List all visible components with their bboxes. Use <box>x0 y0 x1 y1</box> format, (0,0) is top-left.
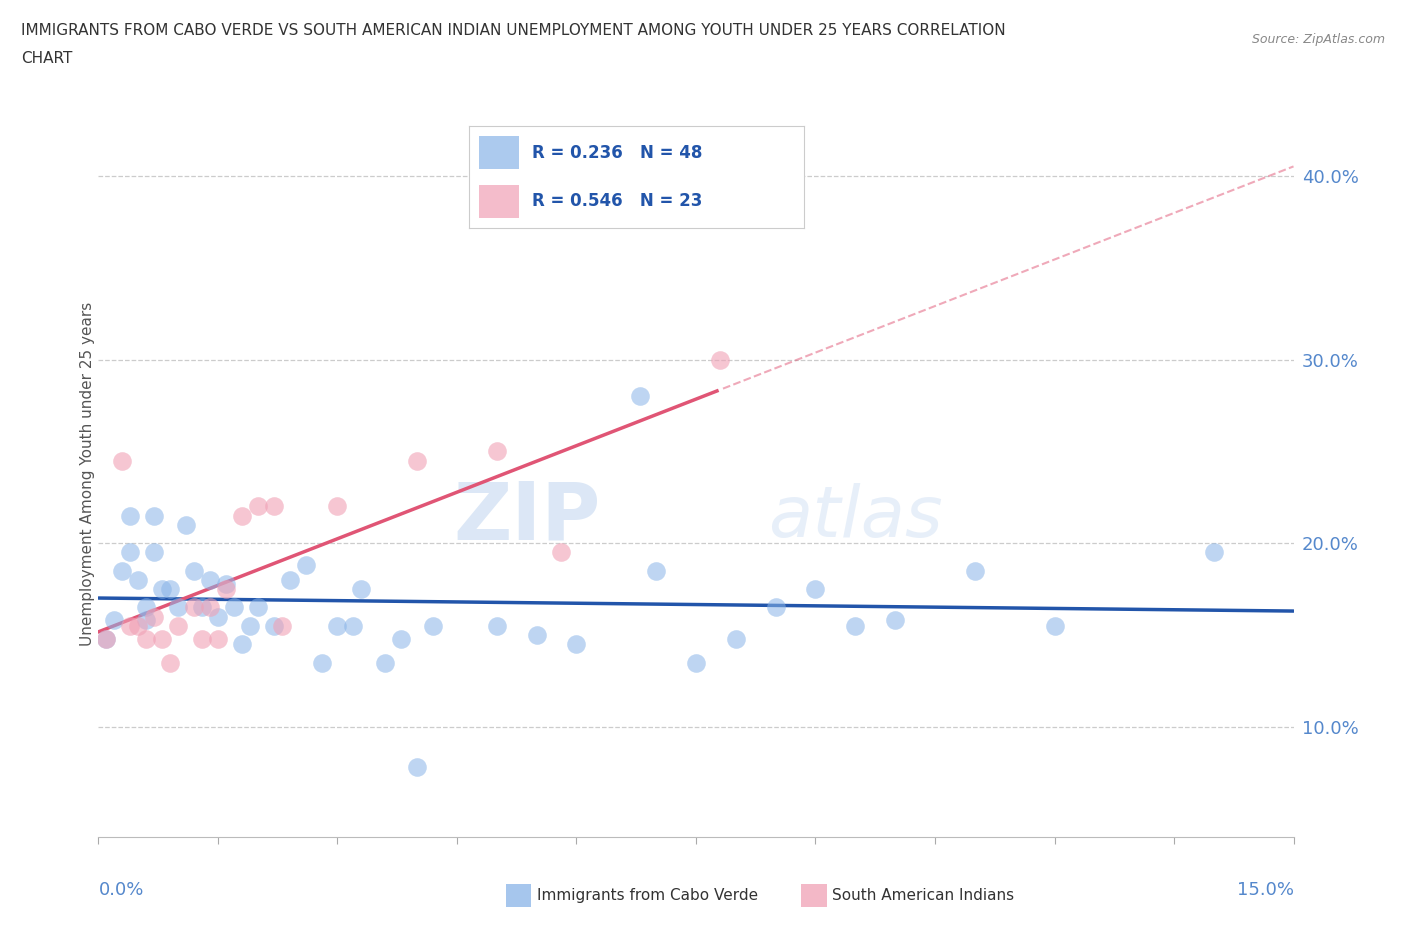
Point <box>326 499 349 514</box>
Y-axis label: Unemployment Among Youth under 25 years: Unemployment Among Youth under 25 years <box>80 302 94 646</box>
Point <box>628 389 651 404</box>
Point <box>406 453 429 468</box>
Text: Immigrants from Cabo Verde: Immigrants from Cabo Verde <box>537 887 758 903</box>
Point <box>191 631 214 646</box>
Point <box>150 581 173 596</box>
Point <box>685 655 707 670</box>
Point <box>278 573 301 588</box>
Point <box>246 499 269 514</box>
Point <box>270 618 292 633</box>
Point <box>485 444 508 458</box>
Point <box>724 631 747 646</box>
Point <box>143 545 166 560</box>
Point <box>406 760 429 775</box>
Point <box>526 628 548 643</box>
Text: Source: ZipAtlas.com: Source: ZipAtlas.com <box>1251 33 1385 46</box>
Point <box>135 631 157 646</box>
Point <box>198 573 221 588</box>
Text: 0.0%: 0.0% <box>98 881 143 898</box>
Text: CHART: CHART <box>21 51 73 66</box>
Point <box>96 631 118 646</box>
Point <box>198 600 221 615</box>
Point <box>111 564 134 578</box>
Point <box>215 581 238 596</box>
Point <box>326 618 349 633</box>
Point <box>215 576 238 591</box>
Point <box>120 618 142 633</box>
Point <box>389 631 412 646</box>
Text: ZIP: ZIP <box>453 479 600 557</box>
Point <box>111 453 134 468</box>
Text: 15.0%: 15.0% <box>1236 881 1294 898</box>
Point <box>231 637 253 652</box>
Text: South American Indians: South American Indians <box>832 887 1015 903</box>
Point <box>565 637 588 652</box>
Point <box>963 564 986 578</box>
Point <box>183 564 205 578</box>
Point <box>191 600 214 615</box>
Point <box>159 655 181 670</box>
Point <box>135 613 157 628</box>
Point <box>374 655 396 670</box>
Point <box>207 609 229 624</box>
Point <box>294 558 316 573</box>
Point <box>167 618 190 633</box>
Point <box>103 613 125 628</box>
Point <box>645 564 668 578</box>
Point <box>350 581 373 596</box>
Text: atlas: atlas <box>768 484 942 552</box>
Text: IMMIGRANTS FROM CABO VERDE VS SOUTH AMERICAN INDIAN UNEMPLOYMENT AMONG YOUTH UND: IMMIGRANTS FROM CABO VERDE VS SOUTH AMER… <box>21 23 1005 38</box>
Point <box>765 600 787 615</box>
Point <box>485 618 508 633</box>
Point <box>263 618 285 633</box>
Point <box>239 618 262 633</box>
Point <box>174 517 197 532</box>
Point <box>1202 545 1225 560</box>
Point <box>159 581 181 596</box>
Point <box>342 618 364 633</box>
Point <box>311 655 333 670</box>
Point <box>246 600 269 615</box>
Point <box>804 581 827 596</box>
Point <box>222 600 245 615</box>
Point <box>263 499 285 514</box>
Point <box>884 613 907 628</box>
Point <box>120 508 142 523</box>
Point <box>135 600 157 615</box>
Point <box>127 618 149 633</box>
Point <box>550 545 572 560</box>
Point <box>127 573 149 588</box>
Point <box>167 600 190 615</box>
Point <box>231 508 253 523</box>
Point <box>207 631 229 646</box>
Point <box>96 631 118 646</box>
Point <box>422 618 444 633</box>
Point <box>844 618 866 633</box>
Point <box>150 631 173 646</box>
Point <box>1043 618 1066 633</box>
Point <box>709 352 731 367</box>
Point <box>143 508 166 523</box>
Point <box>120 545 142 560</box>
Point <box>143 609 166 624</box>
Point <box>183 600 205 615</box>
